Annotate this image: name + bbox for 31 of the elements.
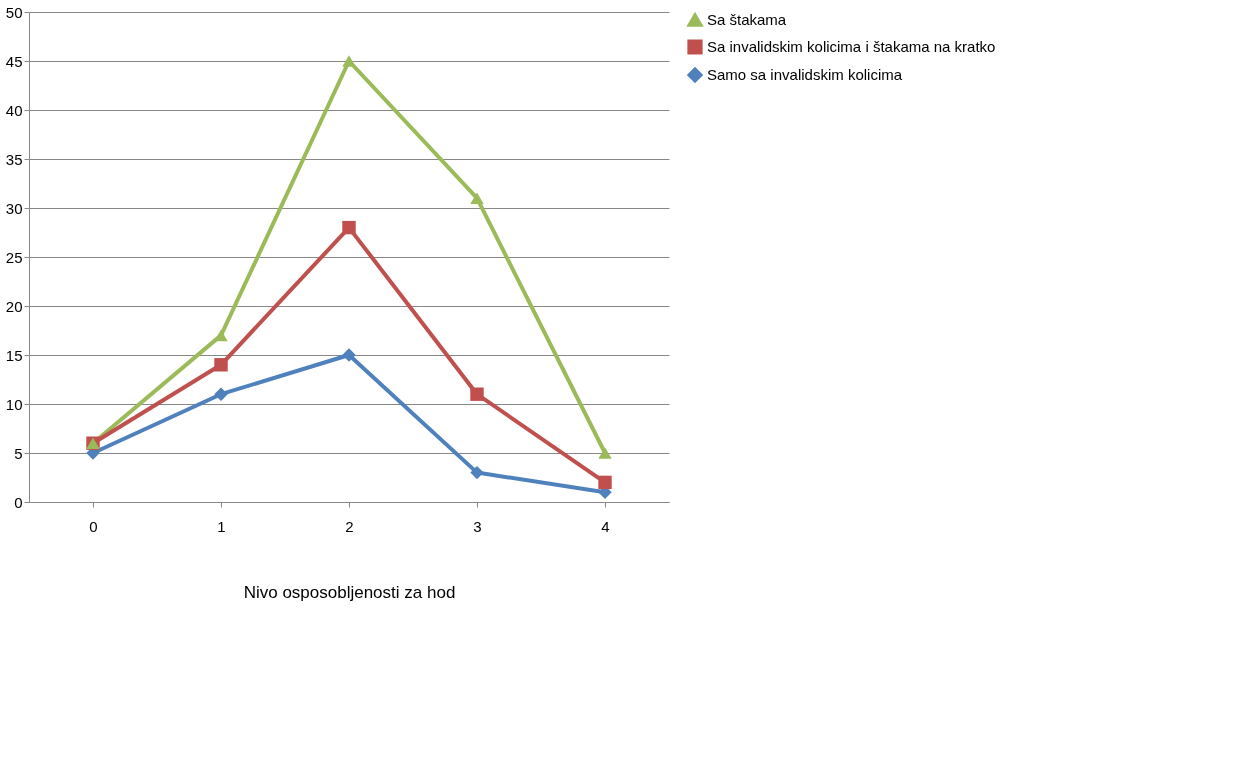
point <box>470 192 484 205</box>
point <box>598 475 612 490</box>
y-tick-label: 15 <box>5 346 23 364</box>
y-tick-label: 45 <box>5 52 23 70</box>
point <box>214 387 228 401</box>
x-axis-title: Nivo osposobljenosti za hod <box>243 582 456 602</box>
point <box>342 55 356 67</box>
y-tick-label: 10 <box>5 395 23 413</box>
y-tick-label: 0 <box>14 493 23 511</box>
point <box>342 348 356 362</box>
x-tick-label: 3 <box>473 517 482 535</box>
legend-label: Sa invalidskim kolicima i štakama na kratko <box>707 38 996 55</box>
x-tick-label: 1 <box>217 517 226 535</box>
point <box>470 465 484 480</box>
x-tick-label: 2 <box>345 517 354 535</box>
legend-label: Samo sa invalidskim kolicima <box>707 66 903 83</box>
x-tick-label: 4 <box>601 517 610 535</box>
y-tick-label: 40 <box>5 101 23 119</box>
point <box>214 329 228 342</box>
y-tick-label: 30 <box>5 199 23 217</box>
x-tick-label: 0 <box>89 517 98 535</box>
point <box>214 358 228 372</box>
y-tick-label: 50 <box>5 3 23 21</box>
point <box>342 220 356 235</box>
y-tick-label: 20 <box>5 297 23 315</box>
point <box>598 447 612 459</box>
legend-label: Sa štakama <box>707 11 787 28</box>
y-tick-label: 35 <box>5 150 23 168</box>
y-tick-label: 25 <box>5 248 23 266</box>
y-tick-label: 5 <box>14 444 23 462</box>
point <box>470 387 484 401</box>
